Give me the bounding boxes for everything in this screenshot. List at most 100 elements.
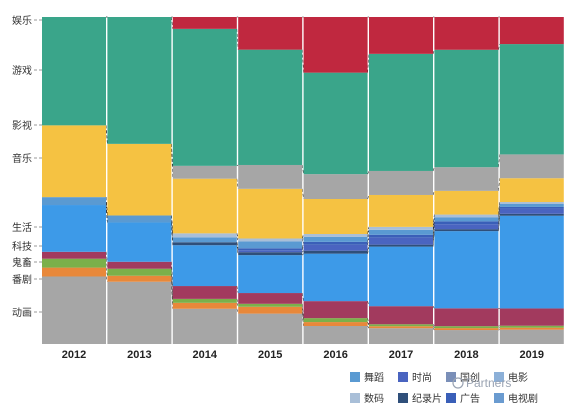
- bar-segment: [107, 222, 172, 262]
- year-label: 2013: [127, 349, 151, 361]
- bar-segment: [303, 318, 368, 323]
- bar-segment: [172, 286, 237, 299]
- bar-segment: [434, 217, 499, 222]
- bar-segment: [303, 253, 368, 302]
- connector-line: [367, 53, 370, 73]
- connector-line: [301, 303, 304, 319]
- connector-line: [105, 125, 108, 144]
- bar-segment: [303, 244, 368, 251]
- bar-segment: [369, 326, 433, 329]
- connector-line: [367, 237, 370, 245]
- year-label: 2019: [520, 349, 544, 361]
- connector-line: [498, 208, 501, 225]
- bar-segment: [369, 229, 433, 235]
- legend-label: 广告: [460, 392, 480, 405]
- bar-segment: [499, 17, 564, 45]
- connector-line: [498, 44, 501, 50]
- bar-segment: [369, 246, 433, 307]
- bar-segment: [303, 17, 368, 73]
- legend-swatch: [350, 372, 360, 382]
- legend-swatch: [446, 372, 456, 382]
- bar-segment: [238, 255, 303, 294]
- legend-swatch: [398, 393, 408, 403]
- connector-line: [105, 267, 108, 276]
- bar-segment: [499, 206, 564, 209]
- bar-segment: [369, 237, 433, 245]
- category-label: 影视: [12, 119, 32, 132]
- watermark-text: Partners: [466, 376, 511, 390]
- connector-line: [171, 261, 174, 287]
- connector-line: [432, 221, 435, 235]
- bar-segment: [172, 245, 237, 287]
- connector-line: [171, 16, 174, 29]
- connector-line: [367, 234, 370, 242]
- category-label: 鬼畜: [12, 256, 32, 269]
- connector-line: [236, 237, 239, 242]
- bar-segment: [172, 233, 237, 238]
- bar-segment: [303, 174, 368, 199]
- category-label: 游戏: [12, 64, 32, 77]
- connector-line: [301, 164, 304, 175]
- bar-segment: [434, 49, 499, 168]
- connector-line: [301, 292, 304, 302]
- bar-segment: [172, 17, 237, 29]
- bar-segment: [434, 231, 499, 309]
- bar-segment: [42, 17, 106, 126]
- connector-line: [432, 214, 435, 227]
- bar-segment: [369, 226, 433, 230]
- bar-segment: [303, 325, 368, 344]
- connector-line: [367, 301, 370, 307]
- connector-line: [171, 222, 174, 243]
- connector-line: [171, 275, 174, 303]
- connector-line: [236, 245, 239, 256]
- legend-label: 舞蹈: [364, 372, 384, 384]
- category-label: 生活: [12, 221, 32, 234]
- bar-segment: [303, 250, 368, 254]
- connector-line: [301, 244, 304, 251]
- bar-segment: [434, 330, 499, 344]
- connector-line: [301, 241, 304, 249]
- connector-line: [171, 143, 174, 166]
- legend-swatch: [494, 372, 504, 382]
- connector-line: [236, 233, 239, 239]
- bar-segment: [369, 324, 433, 327]
- bar-segment: [434, 221, 499, 225]
- bar-segment: [238, 241, 303, 249]
- bar-segment: [107, 215, 172, 223]
- bar-segment: [172, 237, 237, 243]
- bar-segment: [238, 252, 303, 256]
- connector-line: [432, 328, 435, 331]
- bar-segment: [42, 258, 106, 268]
- bar-segment: [42, 125, 106, 198]
- legend-label: 纪录片: [412, 392, 442, 405]
- bar-segment: [172, 308, 237, 344]
- year-label: 2012: [62, 349, 86, 361]
- bar-segment: [434, 17, 499, 50]
- category-label: 番剧: [12, 274, 32, 286]
- bar-segment: [499, 203, 564, 207]
- bar-segment: [303, 322, 368, 326]
- bar-segment: [107, 143, 172, 216]
- bar-segment: [303, 72, 368, 175]
- bar-segment: [369, 170, 433, 195]
- bar-segment: [434, 308, 499, 327]
- connector-line: [432, 224, 435, 238]
- bar-segment: [499, 213, 564, 216]
- bar-segment: [107, 261, 172, 269]
- connector-line: [432, 326, 435, 329]
- bar-stacks: [42, 17, 564, 344]
- bar-segment: [369, 328, 433, 344]
- bar-segment: [107, 275, 172, 282]
- bar-segment: [369, 234, 433, 238]
- bar-segment: [369, 306, 433, 325]
- bar-segment: [499, 44, 564, 155]
- bar-segment: [499, 215, 564, 309]
- connector-line: [432, 190, 435, 196]
- connector-line: [236, 308, 239, 314]
- connector-line: [367, 226, 370, 235]
- connector-line: [171, 281, 174, 309]
- bar-segment: [107, 281, 172, 344]
- bar-segment: [172, 302, 237, 309]
- bar-segment: [434, 167, 499, 191]
